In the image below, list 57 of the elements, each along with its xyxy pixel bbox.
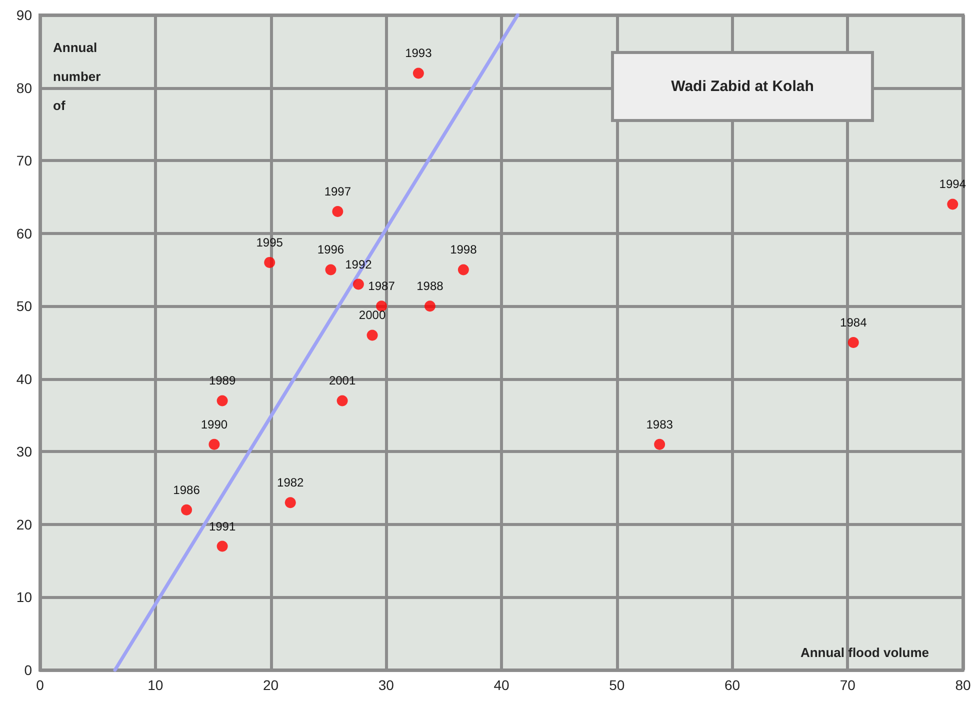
annotation: 1994 bbox=[939, 177, 966, 192]
y-tick-label: 90 bbox=[16, 7, 32, 23]
annotation: 1995 bbox=[256, 235, 284, 250]
annotation: 1998 bbox=[450, 242, 478, 257]
x-tick-label: 10 bbox=[148, 677, 164, 693]
point bbox=[424, 300, 436, 312]
y-tick-label: 60 bbox=[16, 225, 32, 242]
y-tick-label: 10 bbox=[16, 589, 32, 606]
point bbox=[654, 438, 666, 450]
x-axis-title: Annual flood volume bbox=[800, 645, 930, 660]
annotation: 1987 bbox=[368, 279, 396, 294]
annotation: 1990 bbox=[200, 417, 228, 432]
y-tick-label: 30 bbox=[16, 444, 32, 460]
point bbox=[332, 206, 344, 217]
y-tick-label: 80 bbox=[16, 80, 32, 96]
annotation: 1991 bbox=[208, 519, 236, 534]
annotation: 2001 bbox=[328, 374, 356, 388]
point bbox=[216, 395, 228, 406]
annotation: 1986 bbox=[173, 482, 200, 497]
x-tick-label: 50 bbox=[609, 677, 625, 693]
point bbox=[848, 337, 859, 348]
x-tick-label: 0 bbox=[36, 677, 44, 693]
annotation: 1996 bbox=[317, 242, 344, 257]
x-tick-label: 60 bbox=[724, 677, 740, 693]
point bbox=[947, 198, 958, 210]
x-tick-label: 70 bbox=[840, 677, 856, 693]
annotation: 1982 bbox=[277, 476, 304, 490]
point bbox=[216, 540, 228, 552]
x-tick-label: 80 bbox=[955, 677, 971, 693]
point bbox=[325, 264, 336, 276]
x-tick-label: 40 bbox=[494, 677, 510, 693]
annotation: 1984 bbox=[840, 316, 868, 330]
annotation: 1989 bbox=[208, 374, 236, 388]
y-tick-label: 40 bbox=[16, 370, 32, 387]
point bbox=[366, 330, 378, 341]
point bbox=[412, 68, 424, 79]
point bbox=[181, 504, 192, 516]
y-tick-label: 0 bbox=[24, 662, 32, 678]
point bbox=[208, 438, 220, 450]
x-tick-label: 20 bbox=[262, 677, 279, 693]
x-tick-label: 30 bbox=[378, 677, 394, 693]
title-box: Wadi Zabid at Kolah bbox=[611, 51, 874, 122]
point bbox=[352, 278, 364, 290]
y-tick-label: 20 bbox=[16, 516, 32, 532]
point bbox=[264, 256, 276, 268]
annotation: 1983 bbox=[646, 417, 674, 432]
y-tick-label: 50 bbox=[16, 298, 32, 314]
annotation: 1997 bbox=[324, 184, 352, 198]
point bbox=[458, 264, 469, 276]
y-axis-title: Annual number of bbox=[53, 40, 104, 113]
annotation: 1993 bbox=[405, 46, 432, 60]
annotation: 1992 bbox=[345, 257, 372, 272]
annotation: 1988 bbox=[416, 279, 444, 294]
point bbox=[284, 497, 296, 508]
point bbox=[336, 395, 348, 406]
y-tick-label: 70 bbox=[16, 152, 32, 169]
annotation: 2000 bbox=[358, 308, 386, 322]
